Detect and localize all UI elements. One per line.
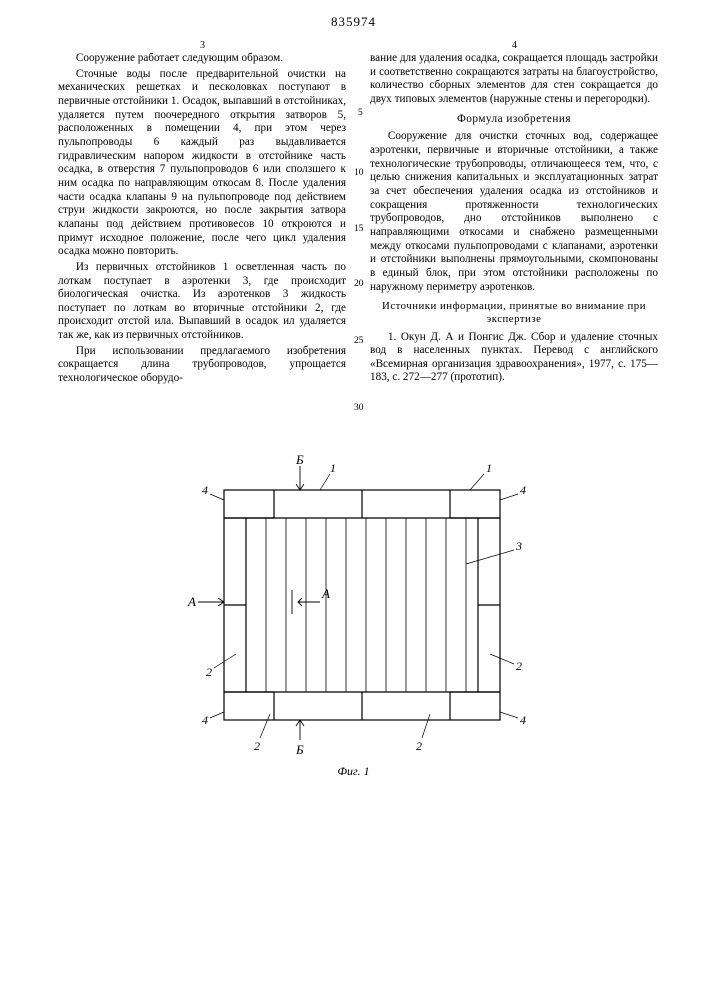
section-label: А xyxy=(187,594,196,609)
figure-caption: Фиг. 1 xyxy=(0,764,707,779)
section-label: Б xyxy=(295,454,304,467)
section-label: Б xyxy=(295,742,304,757)
line-number: 5 xyxy=(358,108,363,118)
fig-label: 3 xyxy=(515,539,522,553)
para: 1. Окун Д. А и Понгис Дж. Сбор и удалени… xyxy=(370,331,658,386)
claim-heading: Формула изобретения xyxy=(370,113,658,127)
sources-heading: Источники информации, принятые во вниман… xyxy=(370,300,658,326)
fig-label: 4 xyxy=(520,483,526,497)
fig-label: 4 xyxy=(202,713,208,727)
para: Сточные воды после предварительной очист… xyxy=(58,68,346,259)
para: При использовании предлагаемого изобрете… xyxy=(58,345,346,386)
line-number: 15 xyxy=(354,224,364,234)
fig-label: 1 xyxy=(330,461,336,475)
document-number: 835974 xyxy=(0,14,707,30)
line-number: 25 xyxy=(354,336,364,346)
right-column: вание для удаления осадка, сокращается п… xyxy=(370,52,658,387)
left-col-number: 3 xyxy=(200,40,205,51)
line-number: 20 xyxy=(354,279,364,289)
right-col-number: 4 xyxy=(512,40,517,51)
line-number: 30 xyxy=(354,403,364,413)
left-column: Сооружение работает следующим образом. С… xyxy=(58,52,346,388)
figure-1: Б Б А А 1 1 4 4 4 4 2 2 2 2 3 xyxy=(170,454,534,764)
fig-label: 4 xyxy=(202,483,208,497)
fig-label: 4 xyxy=(520,713,526,727)
para: Сооружение для очистки сточных вод, соде… xyxy=(370,130,658,294)
fig-label: 1 xyxy=(486,461,492,475)
line-number: 10 xyxy=(354,168,364,178)
para: Из первичных отстойников 1 осветленная ч… xyxy=(58,261,346,343)
fig-label: 2 xyxy=(206,665,212,679)
para: вание для удаления осадка, сокращается п… xyxy=(370,52,658,107)
fig-label: 2 xyxy=(516,659,522,673)
para: Сооружение работает следующим образом. xyxy=(58,52,346,66)
fig-label: 2 xyxy=(254,739,260,753)
fig-label: 2 xyxy=(416,739,422,753)
section-label: А xyxy=(321,586,330,601)
